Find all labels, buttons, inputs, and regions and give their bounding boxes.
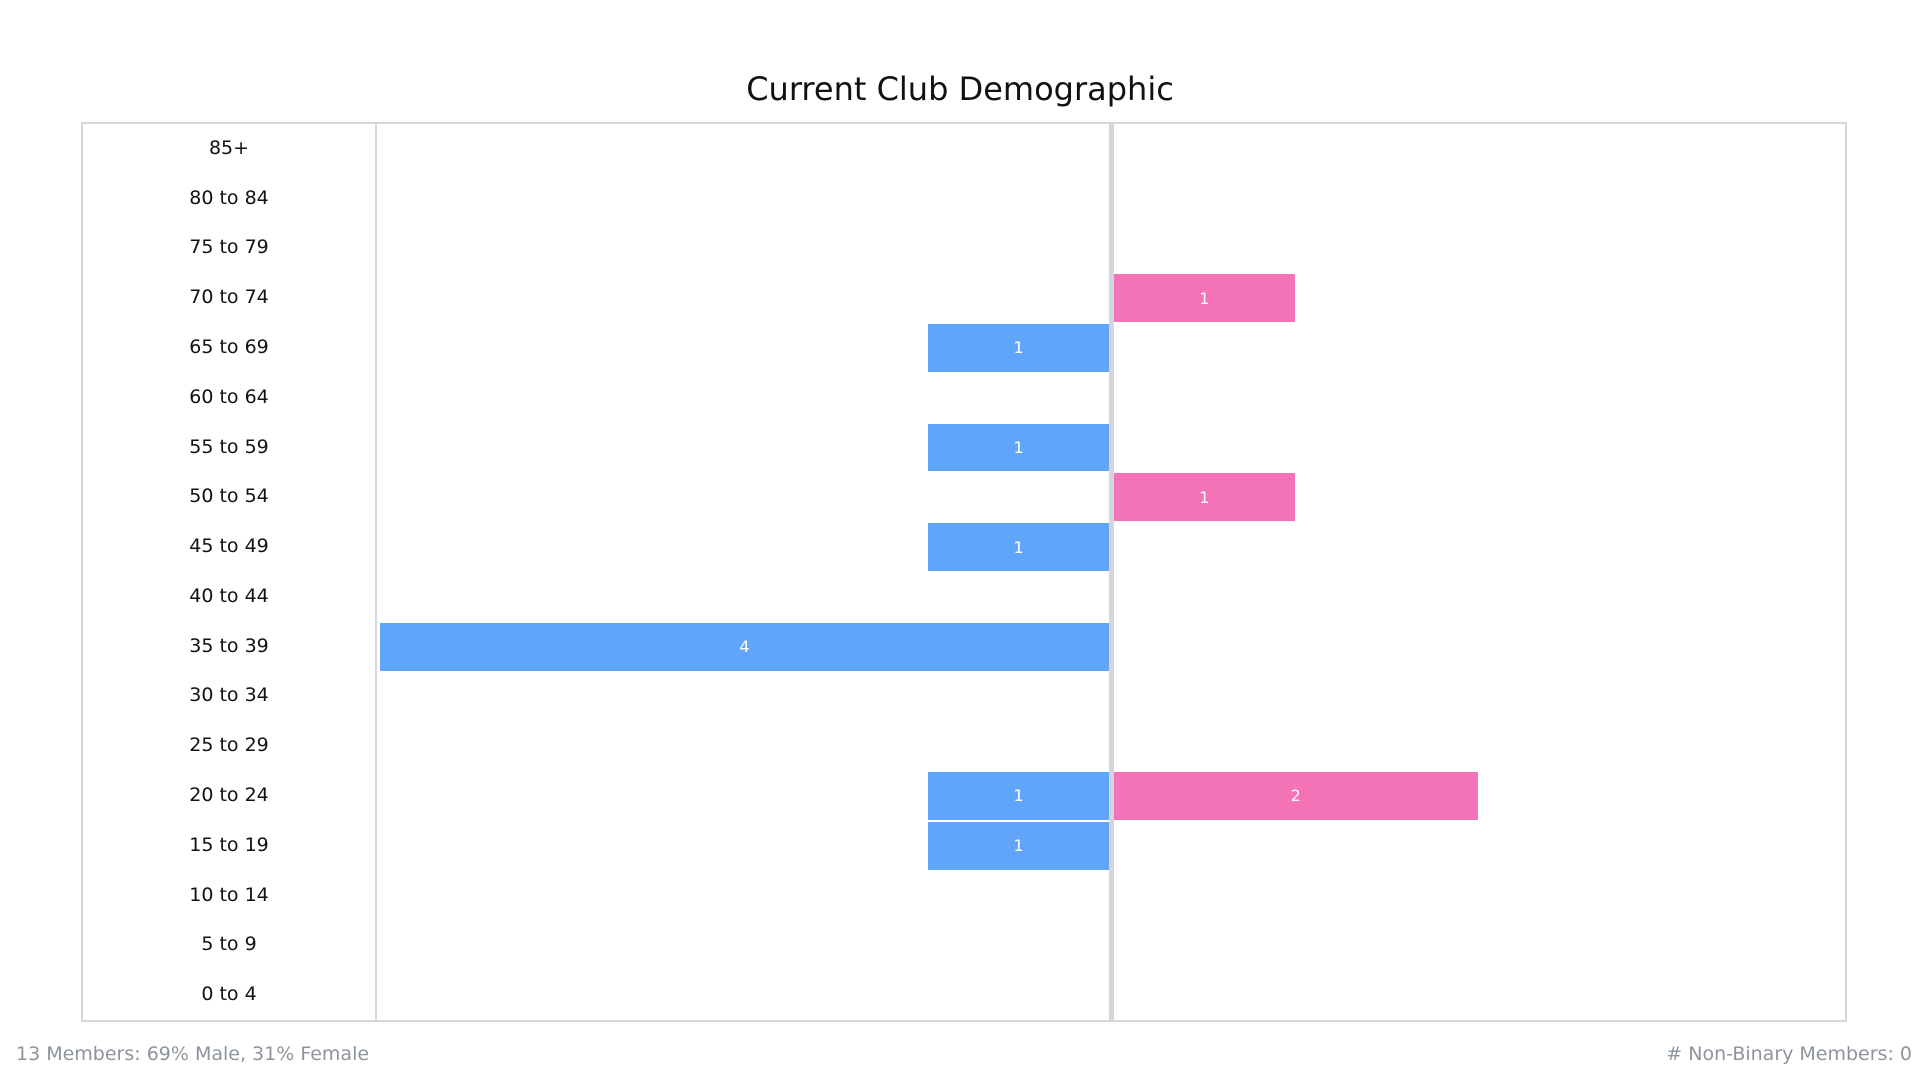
- age-label: 80 to 84: [189, 186, 269, 209]
- age-label: 30 to 34: [189, 684, 269, 707]
- age-label: 20 to 24: [189, 784, 269, 806]
- female-bar[interactable]: 2: [1114, 772, 1478, 820]
- age-label: 60 to 64: [189, 385, 269, 408]
- female-bar[interactable]: 1: [1114, 473, 1295, 522]
- age-label: 70 to 74: [189, 286, 269, 309]
- age-label: 0 to 4: [201, 983, 257, 1006]
- age-label: 75 to 79: [189, 236, 269, 259]
- male-bar[interactable]: 1: [928, 772, 1109, 820]
- age-label: 45 to 49: [189, 535, 269, 558]
- age-label: 85+: [208, 136, 250, 159]
- center-axis-line: [1109, 124, 1114, 1020]
- chart-frame: [81, 122, 1847, 1022]
- chart-title: Current Club Demographic: [746, 70, 1174, 108]
- female-bar[interactable]: 1: [1114, 274, 1295, 323]
- non-binary-count: # Non-Binary Members: 0: [1666, 1043, 1912, 1065]
- age-label: 40 to 44: [189, 584, 269, 607]
- male-bar[interactable]: 4: [380, 622, 1109, 671]
- age-label: 5 to 9: [201, 933, 257, 956]
- age-label: 55 to 59: [189, 435, 269, 458]
- male-bar[interactable]: 1: [928, 821, 1109, 870]
- age-label: 15 to 19: [189, 833, 269, 856]
- male-bar[interactable]: 1: [928, 423, 1109, 472]
- age-label: 10 to 14: [189, 883, 269, 906]
- age-label: 35 to 39: [189, 634, 269, 657]
- male-bar[interactable]: 1: [928, 324, 1109, 372]
- age-label: 25 to 29: [189, 734, 269, 757]
- male-bar[interactable]: 1: [928, 523, 1109, 571]
- age-label-column: [81, 122, 377, 1022]
- member-summary: 13 Members: 69% Male, 31% Female: [16, 1043, 370, 1065]
- age-label: 50 to 54: [189, 485, 269, 508]
- age-label: 65 to 69: [189, 336, 269, 358]
